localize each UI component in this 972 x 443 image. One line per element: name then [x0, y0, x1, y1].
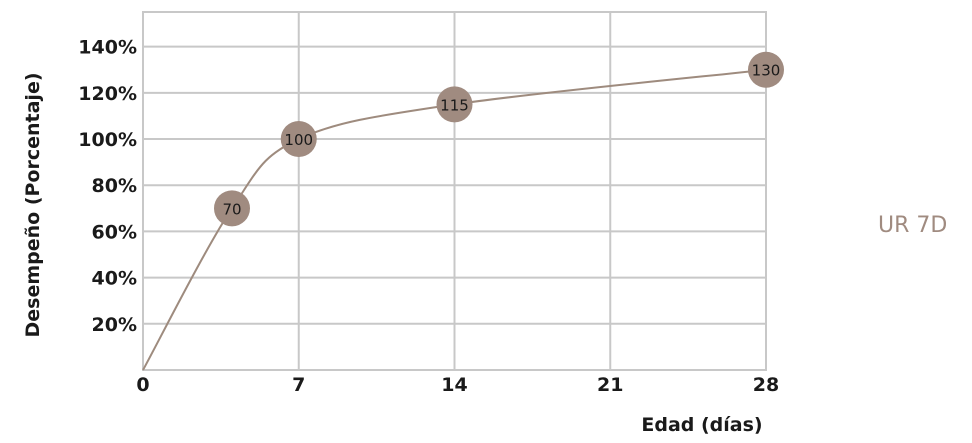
tick-labels: 0 7 14 21 28 20% 40% 60% 80% 100% 120% 140%: [78, 37, 779, 396]
series-label: UR 7D: [878, 213, 948, 238]
x-tick-label: 14: [441, 374, 467, 396]
data-point: [748, 51, 784, 88]
data-point: [436, 86, 473, 123]
data-point: [214, 190, 250, 227]
data-point-label: 70: [222, 200, 241, 218]
data-points: 70 100 115 130: [214, 51, 784, 227]
series-curve: [142, 68, 767, 371]
y-tick-label: 60%: [92, 221, 137, 243]
data-point-label: 100: [284, 131, 313, 149]
y-tick-label: 80%: [92, 175, 137, 197]
y-tick-label: 140%: [78, 37, 137, 59]
x-tick-label: 28: [753, 374, 779, 396]
data-point: [280, 121, 317, 158]
data-point-label: 115: [440, 96, 469, 114]
x-tick-label: 0: [136, 374, 149, 396]
y-tick-label: 120%: [78, 83, 137, 105]
y-tick-label: 40%: [92, 268, 137, 290]
y-axis-title: Desempeño (Porcentaje): [22, 72, 44, 337]
x-axis-title: Edad (días): [641, 414, 762, 436]
y-tick-label: 100%: [78, 129, 137, 151]
x-tick-label: 7: [292, 374, 305, 396]
data-point-label: 130: [752, 62, 781, 80]
y-tick-label: 20%: [92, 314, 137, 336]
x-tick-label: 21: [597, 374, 623, 396]
